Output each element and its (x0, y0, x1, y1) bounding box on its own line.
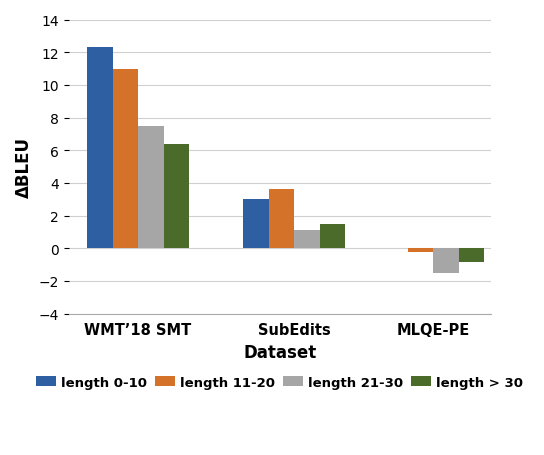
Bar (320, 224, 345, 249)
Y-axis label: ΔBLEU: ΔBLEU (15, 137, 33, 197)
Bar (407, 249, 433, 253)
Bar (138, 126, 164, 249)
Bar (87, 48, 113, 249)
Bar (113, 69, 138, 249)
Bar (459, 249, 484, 263)
Bar (294, 231, 320, 249)
Bar (269, 190, 294, 249)
Bar (164, 144, 189, 249)
Bar (243, 200, 269, 249)
X-axis label: Dataset: Dataset (243, 343, 317, 361)
Legend: length 0-10, length 11-20, length 21-30, length > 30: length 0-10, length 11-20, length 21-30,… (31, 370, 529, 394)
Bar (433, 249, 459, 273)
